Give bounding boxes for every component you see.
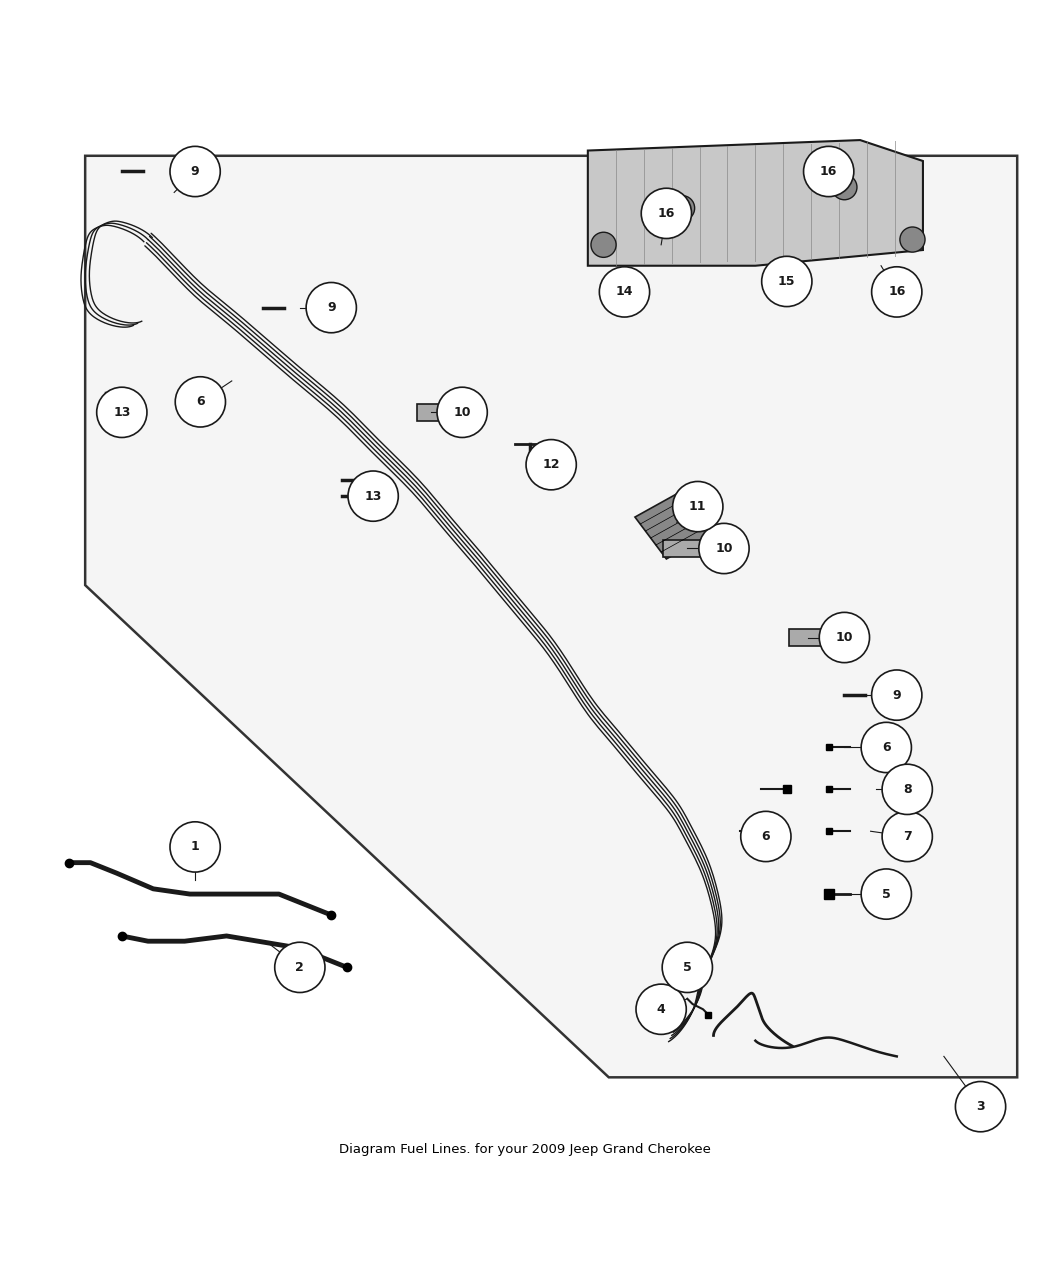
Circle shape <box>275 942 326 992</box>
Text: Diagram Fuel Lines. for your 2009 Jeep Grand Cherokee: Diagram Fuel Lines. for your 2009 Jeep G… <box>339 1142 711 1156</box>
Text: 11: 11 <box>689 500 707 513</box>
Circle shape <box>526 440 576 490</box>
Text: 13: 13 <box>364 490 382 502</box>
Circle shape <box>761 256 812 306</box>
Circle shape <box>872 669 922 720</box>
Circle shape <box>882 811 932 862</box>
Text: 6: 6 <box>761 830 770 843</box>
Bar <box>789 629 826 646</box>
Text: 16: 16 <box>657 207 675 219</box>
Text: 9: 9 <box>327 301 336 314</box>
Bar <box>664 541 701 557</box>
Text: 10: 10 <box>715 542 733 555</box>
Polygon shape <box>635 491 714 558</box>
Text: 13: 13 <box>113 405 130 419</box>
Circle shape <box>819 612 869 663</box>
Circle shape <box>600 266 650 317</box>
Text: 15: 15 <box>778 275 796 288</box>
Circle shape <box>673 482 723 532</box>
Text: 5: 5 <box>882 887 890 900</box>
Polygon shape <box>588 140 923 265</box>
Circle shape <box>740 811 791 862</box>
Text: 16: 16 <box>888 286 905 298</box>
Polygon shape <box>85 156 1017 1077</box>
Circle shape <box>670 195 695 221</box>
Circle shape <box>170 822 220 872</box>
Circle shape <box>642 189 692 238</box>
Text: 6: 6 <box>882 741 890 754</box>
Circle shape <box>175 376 226 427</box>
Text: 12: 12 <box>543 458 560 472</box>
Text: 4: 4 <box>656 1002 666 1016</box>
Circle shape <box>861 723 911 773</box>
Circle shape <box>882 764 932 815</box>
Circle shape <box>663 942 713 992</box>
Bar <box>417 404 455 421</box>
Circle shape <box>348 470 398 521</box>
Circle shape <box>803 147 854 196</box>
Text: 3: 3 <box>976 1100 985 1113</box>
Text: 8: 8 <box>903 783 911 796</box>
Circle shape <box>872 266 922 317</box>
Text: 7: 7 <box>903 830 911 843</box>
Circle shape <box>900 227 925 252</box>
Text: 9: 9 <box>191 164 200 178</box>
Circle shape <box>307 283 356 333</box>
Text: 6: 6 <box>196 395 205 408</box>
Circle shape <box>699 523 749 574</box>
Text: 10: 10 <box>836 631 854 644</box>
Text: 1: 1 <box>191 840 200 853</box>
Text: 14: 14 <box>615 286 633 298</box>
Text: 2: 2 <box>295 961 304 974</box>
Circle shape <box>591 232 616 258</box>
Text: 9: 9 <box>892 688 901 701</box>
Circle shape <box>170 147 220 196</box>
Text: 16: 16 <box>820 164 838 178</box>
Circle shape <box>861 870 911 919</box>
Text: 10: 10 <box>454 405 470 419</box>
Circle shape <box>636 984 687 1034</box>
Circle shape <box>956 1081 1006 1132</box>
Circle shape <box>97 388 147 437</box>
Circle shape <box>832 175 857 200</box>
Text: 5: 5 <box>682 961 692 974</box>
Circle shape <box>437 388 487 437</box>
